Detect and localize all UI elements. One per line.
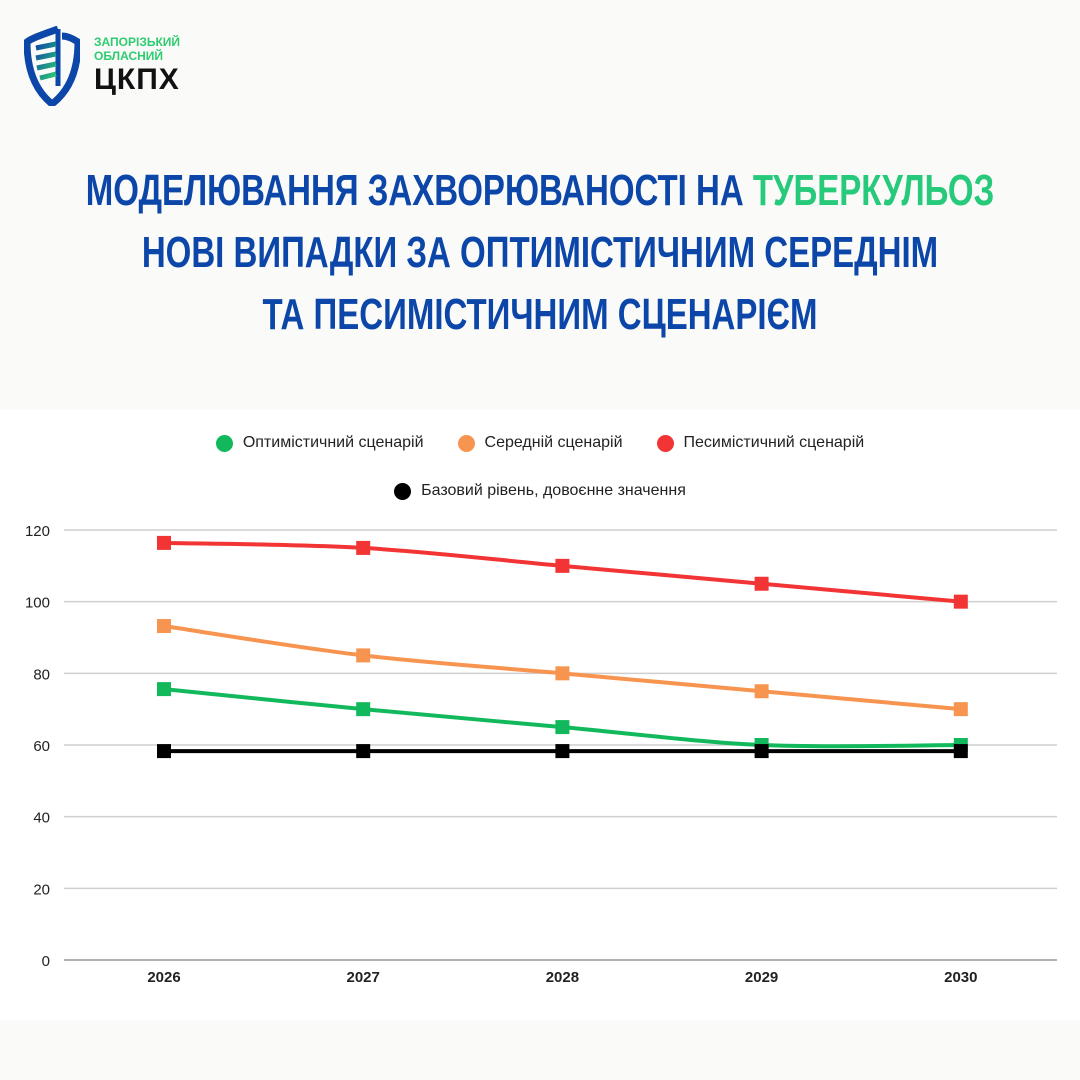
chart: Оптимістичний сценарій Середній сценарій… [0, 410, 1080, 1020]
y-tick-label: 80 [33, 666, 50, 683]
title-line1: МОДЕЛЮВАННЯ ЗАХВОРЮВАНОСТІ НА [85, 166, 753, 215]
data-point [953, 594, 968, 609]
data-point [555, 720, 570, 735]
x-tick-label: 2030 [944, 969, 977, 986]
data-point [953, 702, 968, 717]
y-tick-label: 40 [33, 810, 50, 827]
y-tick-label: 100 [25, 595, 50, 612]
data-point [754, 684, 769, 699]
data-point [555, 744, 570, 759]
y-tick-label: 20 [33, 881, 50, 898]
data-point [754, 576, 769, 591]
legend-dot-icon [656, 434, 674, 452]
x-tick-label: 2027 [347, 969, 380, 986]
data-point [953, 744, 968, 759]
data-point [356, 702, 371, 717]
x-tick-label: 2026 [147, 969, 180, 986]
legend-baseline: Базовий рівень, довоєнне значення [394, 482, 686, 500]
legend-pessimistic: Песимістичний сценарій [656, 434, 865, 452]
data-point [157, 682, 171, 697]
legend-label: Середній сценарій [484, 434, 623, 451]
logo-line1: ЗАПОРІЗЬКИЙ [94, 35, 181, 49]
y-tick-label: 0 [42, 953, 50, 970]
title-highlight: ТУБЕРКУЛЬОЗ [752, 166, 995, 215]
data-point [157, 619, 171, 634]
y-tick-label: 120 [25, 523, 50, 540]
legend-dot-icon [215, 434, 233, 452]
logo-line2: ОБЛАСНИЙ [94, 49, 164, 63]
data-point [157, 744, 171, 759]
page-title: МОДЕЛЮВАННЯ ЗАХВОРЮВАНОСТІ НА ТУБЕРКУЛЬО… [34, 160, 1047, 346]
data-point [555, 666, 570, 681]
data-point [356, 648, 371, 663]
y-tick-label: 60 [33, 738, 50, 755]
logo: ЗАПОРІЗЬКИЙ ОБЛАСНИЙ ЦКПХ [24, 26, 180, 106]
logo-line3: ЦКПХ [94, 63, 180, 96]
shield-logo-icon [24, 26, 80, 106]
data-point [356, 540, 371, 555]
data-point [754, 744, 769, 759]
legend-dot-icon [457, 434, 475, 452]
legend-label: Песимістичний сценарій [683, 434, 865, 451]
legend-medium: Середній сценарій [457, 434, 623, 452]
data-point [157, 535, 171, 550]
legend-optimistic: Оптимістичний сценарій [215, 434, 424, 452]
legend-row-1: Оптимістичний сценарій Середній сценарій… [0, 434, 1080, 452]
title-line3: ТА ПЕСИМІСТИЧНИМ СЦЕНАРІЄМ [262, 290, 818, 339]
x-tick-label: 2028 [546, 969, 579, 986]
legend-row-2: Базовий рівень, довоєнне значення [0, 482, 1080, 500]
x-tick-label: 2029 [745, 969, 778, 986]
data-point [555, 558, 570, 573]
title-line2: НОВІ ВИПАДКИ ЗА ОПТИМІСТИЧНИМ СЕРЕДНІМ [141, 228, 939, 277]
legend-label: Базовий рівень, довоєнне значення [421, 482, 686, 499]
plot-area: 0 20 40 60 80 100 120 2026 2027 2028 2029 2030 [25, 523, 1057, 986]
legend-dot-icon [394, 482, 412, 500]
legend-label: Оптимістичний сценарій [242, 434, 424, 451]
data-point [356, 744, 371, 759]
